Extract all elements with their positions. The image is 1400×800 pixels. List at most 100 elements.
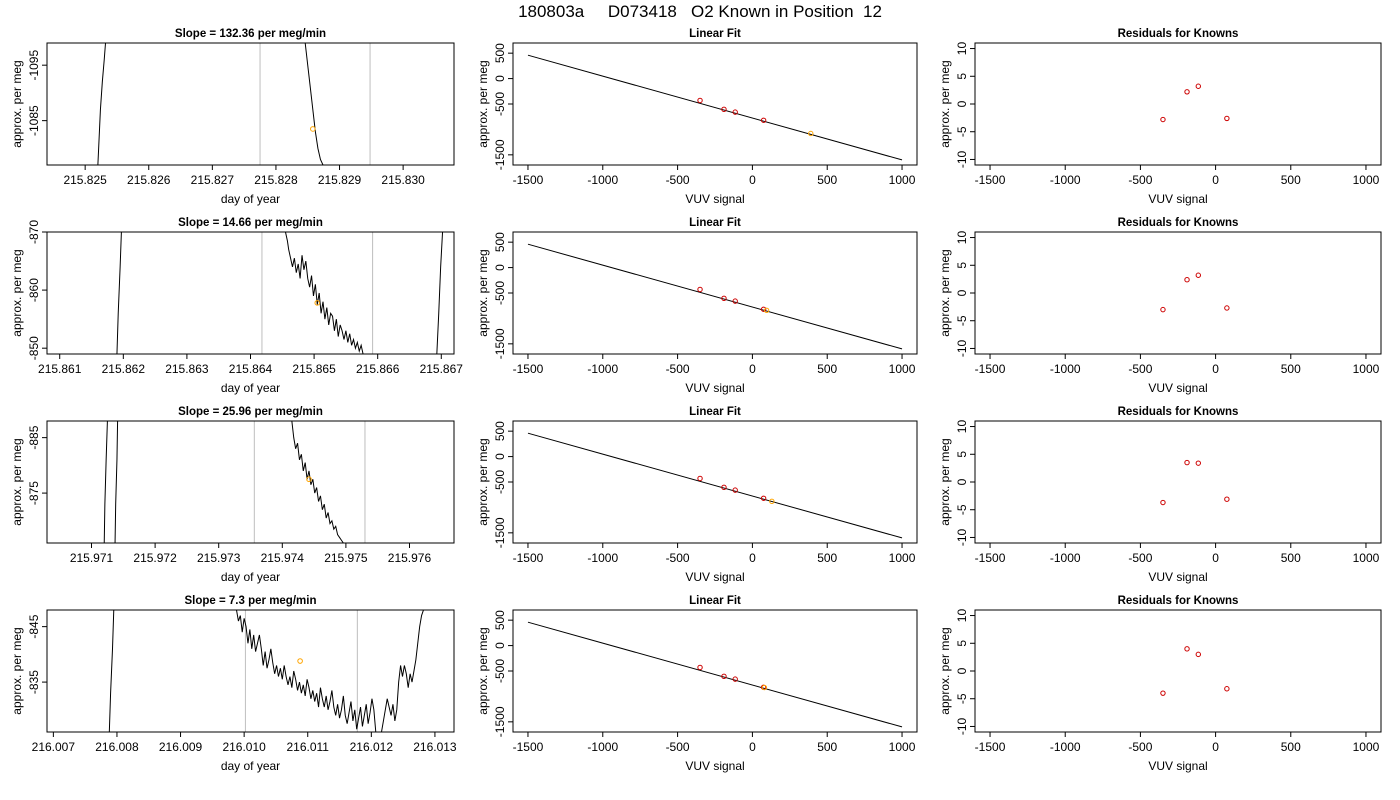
- y-axis-label: approx. per meg: [10, 60, 24, 147]
- x-tick-label: 215.863: [165, 362, 209, 376]
- x-tick-label: 500: [1281, 551, 1301, 565]
- panel-frame: [512, 42, 918, 166]
- x-tick-label: -500: [1128, 551, 1152, 565]
- trace-line: [291, 421, 344, 543]
- panel-title: Slope = 14.66 per meg/min: [178, 217, 323, 229]
- x-tick-label: 1000: [889, 551, 916, 565]
- y-tick-label: -1500: [493, 517, 507, 548]
- x-axis-label: VUV signal: [1148, 570, 1207, 584]
- y-tick-label: 5: [955, 640, 969, 647]
- known-point: [721, 484, 727, 491]
- x-axis-label: VUV signal: [1148, 381, 1207, 395]
- x-tick-label: 1000: [889, 362, 916, 376]
- known-point: [697, 286, 703, 293]
- x-tick-label: 500: [1281, 173, 1301, 187]
- x-tick-label: 216.013: [413, 740, 457, 754]
- panel-frame: [512, 609, 918, 733]
- panel-residuals-row-4: Residuals for Knowns VUV signal approx. pe…: [938, 595, 1382, 773]
- y-axis-label: approx. per meg: [10, 627, 24, 714]
- x-tick-label: -1000: [587, 740, 618, 754]
- plot-area: [1160, 83, 1230, 123]
- x-tick-label: -1000: [1050, 362, 1081, 376]
- x-tick-label: 500: [1281, 740, 1301, 754]
- known-point: [732, 298, 738, 304]
- trace-line: [114, 421, 119, 543]
- panel-frame: [46, 42, 455, 166]
- x-tick-label: 215.974: [261, 551, 305, 565]
- y-tick-label: -10: [955, 528, 969, 546]
- x-tick-label: -1500: [513, 740, 544, 754]
- x-tick-label: -1500: [975, 173, 1006, 187]
- x-tick-label: -500: [666, 740, 690, 754]
- x-axis-label: day of year: [221, 192, 280, 206]
- residual-point: [1184, 646, 1190, 652]
- panel-frame: [512, 420, 918, 544]
- y-tick-label: 500: [493, 43, 507, 63]
- x-tick-label: 216.011: [286, 740, 329, 754]
- trace-line: [436, 232, 444, 354]
- panel-time-series-row-4: Slope = 7.3 per meg/min day of year approx…: [10, 595, 457, 773]
- y-tick-label: -500: [493, 281, 507, 305]
- plot-area: [527, 54, 903, 161]
- x-tick-label: -1500: [975, 740, 1006, 754]
- residual-point: [1224, 305, 1230, 311]
- y-tick-label: 0: [493, 264, 507, 271]
- known-point: [697, 664, 703, 671]
- x-tick-label: 500: [817, 173, 837, 187]
- x-tick-label: 1000: [889, 740, 916, 754]
- x-tick-label: 215.827: [191, 173, 235, 187]
- x-tick-label: 0: [749, 362, 756, 376]
- x-tick-label: 500: [817, 740, 837, 754]
- x-tick-label: 215.866: [356, 362, 400, 376]
- panel-frame: [46, 420, 455, 544]
- x-tick-label: -1500: [513, 173, 544, 187]
- sample-marker: [297, 658, 303, 664]
- x-tick-label: 0: [1212, 740, 1219, 754]
- y-tick-label: -850: [27, 336, 41, 360]
- sample-marker: [314, 300, 321, 306]
- panel-residuals-row-3: Residuals for Knowns VUV signal approx. pe…: [938, 406, 1382, 584]
- x-tick-label: -500: [1128, 362, 1152, 376]
- y-tick-label: -1500: [493, 706, 507, 737]
- panel-frame: [46, 609, 455, 733]
- y-axis-label: approx. per meg: [476, 627, 490, 714]
- y-tick-label: 0: [955, 100, 969, 107]
- x-tick-label: 215.826: [127, 173, 171, 187]
- x-tick-label: 0: [749, 173, 756, 187]
- unknown-point: [808, 130, 814, 137]
- x-tick-label: 500: [1281, 362, 1301, 376]
- residual-point: [1195, 83, 1202, 89]
- x-tick-label: 1000: [1353, 740, 1380, 754]
- known-point: [721, 295, 727, 302]
- plot-area: [108, 610, 424, 732]
- x-tick-label: 1000: [1353, 173, 1380, 187]
- y-tick-label: -835: [27, 670, 41, 694]
- trace-line: [304, 43, 324, 165]
- known-point: [732, 487, 738, 493]
- known-point: [760, 495, 767, 501]
- y-tick-label: -1085: [27, 105, 41, 136]
- y-tick-label: 0: [955, 478, 969, 485]
- y-tick-label: -5: [955, 315, 969, 326]
- fit-line: [527, 243, 903, 350]
- x-tick-label: -500: [1128, 740, 1152, 754]
- x-tick-label: -1000: [587, 173, 618, 187]
- panel-title: Residuals for Knowns: [1118, 595, 1239, 607]
- x-tick-label: -500: [1128, 173, 1152, 187]
- plot-area: [97, 43, 371, 165]
- panel-title: Slope = 132.36 per meg/min: [175, 28, 326, 40]
- x-tick-label: 215.976: [388, 551, 432, 565]
- plot-area: [527, 432, 903, 539]
- x-axis-label: VUV signal: [685, 381, 744, 395]
- y-axis-label: approx. per meg: [938, 627, 952, 714]
- y-tick-label: -875: [27, 481, 41, 505]
- x-axis-label: VUV signal: [685, 192, 744, 206]
- x-tick-label: 215.975: [324, 551, 368, 565]
- y-tick-label: -10: [955, 717, 969, 735]
- panel-frame: [974, 42, 1382, 166]
- x-axis-label: day of year: [221, 759, 280, 773]
- x-tick-label: -1000: [1050, 551, 1081, 565]
- x-axis-label: VUV signal: [1148, 192, 1207, 206]
- x-tick-label: 215.862: [102, 362, 146, 376]
